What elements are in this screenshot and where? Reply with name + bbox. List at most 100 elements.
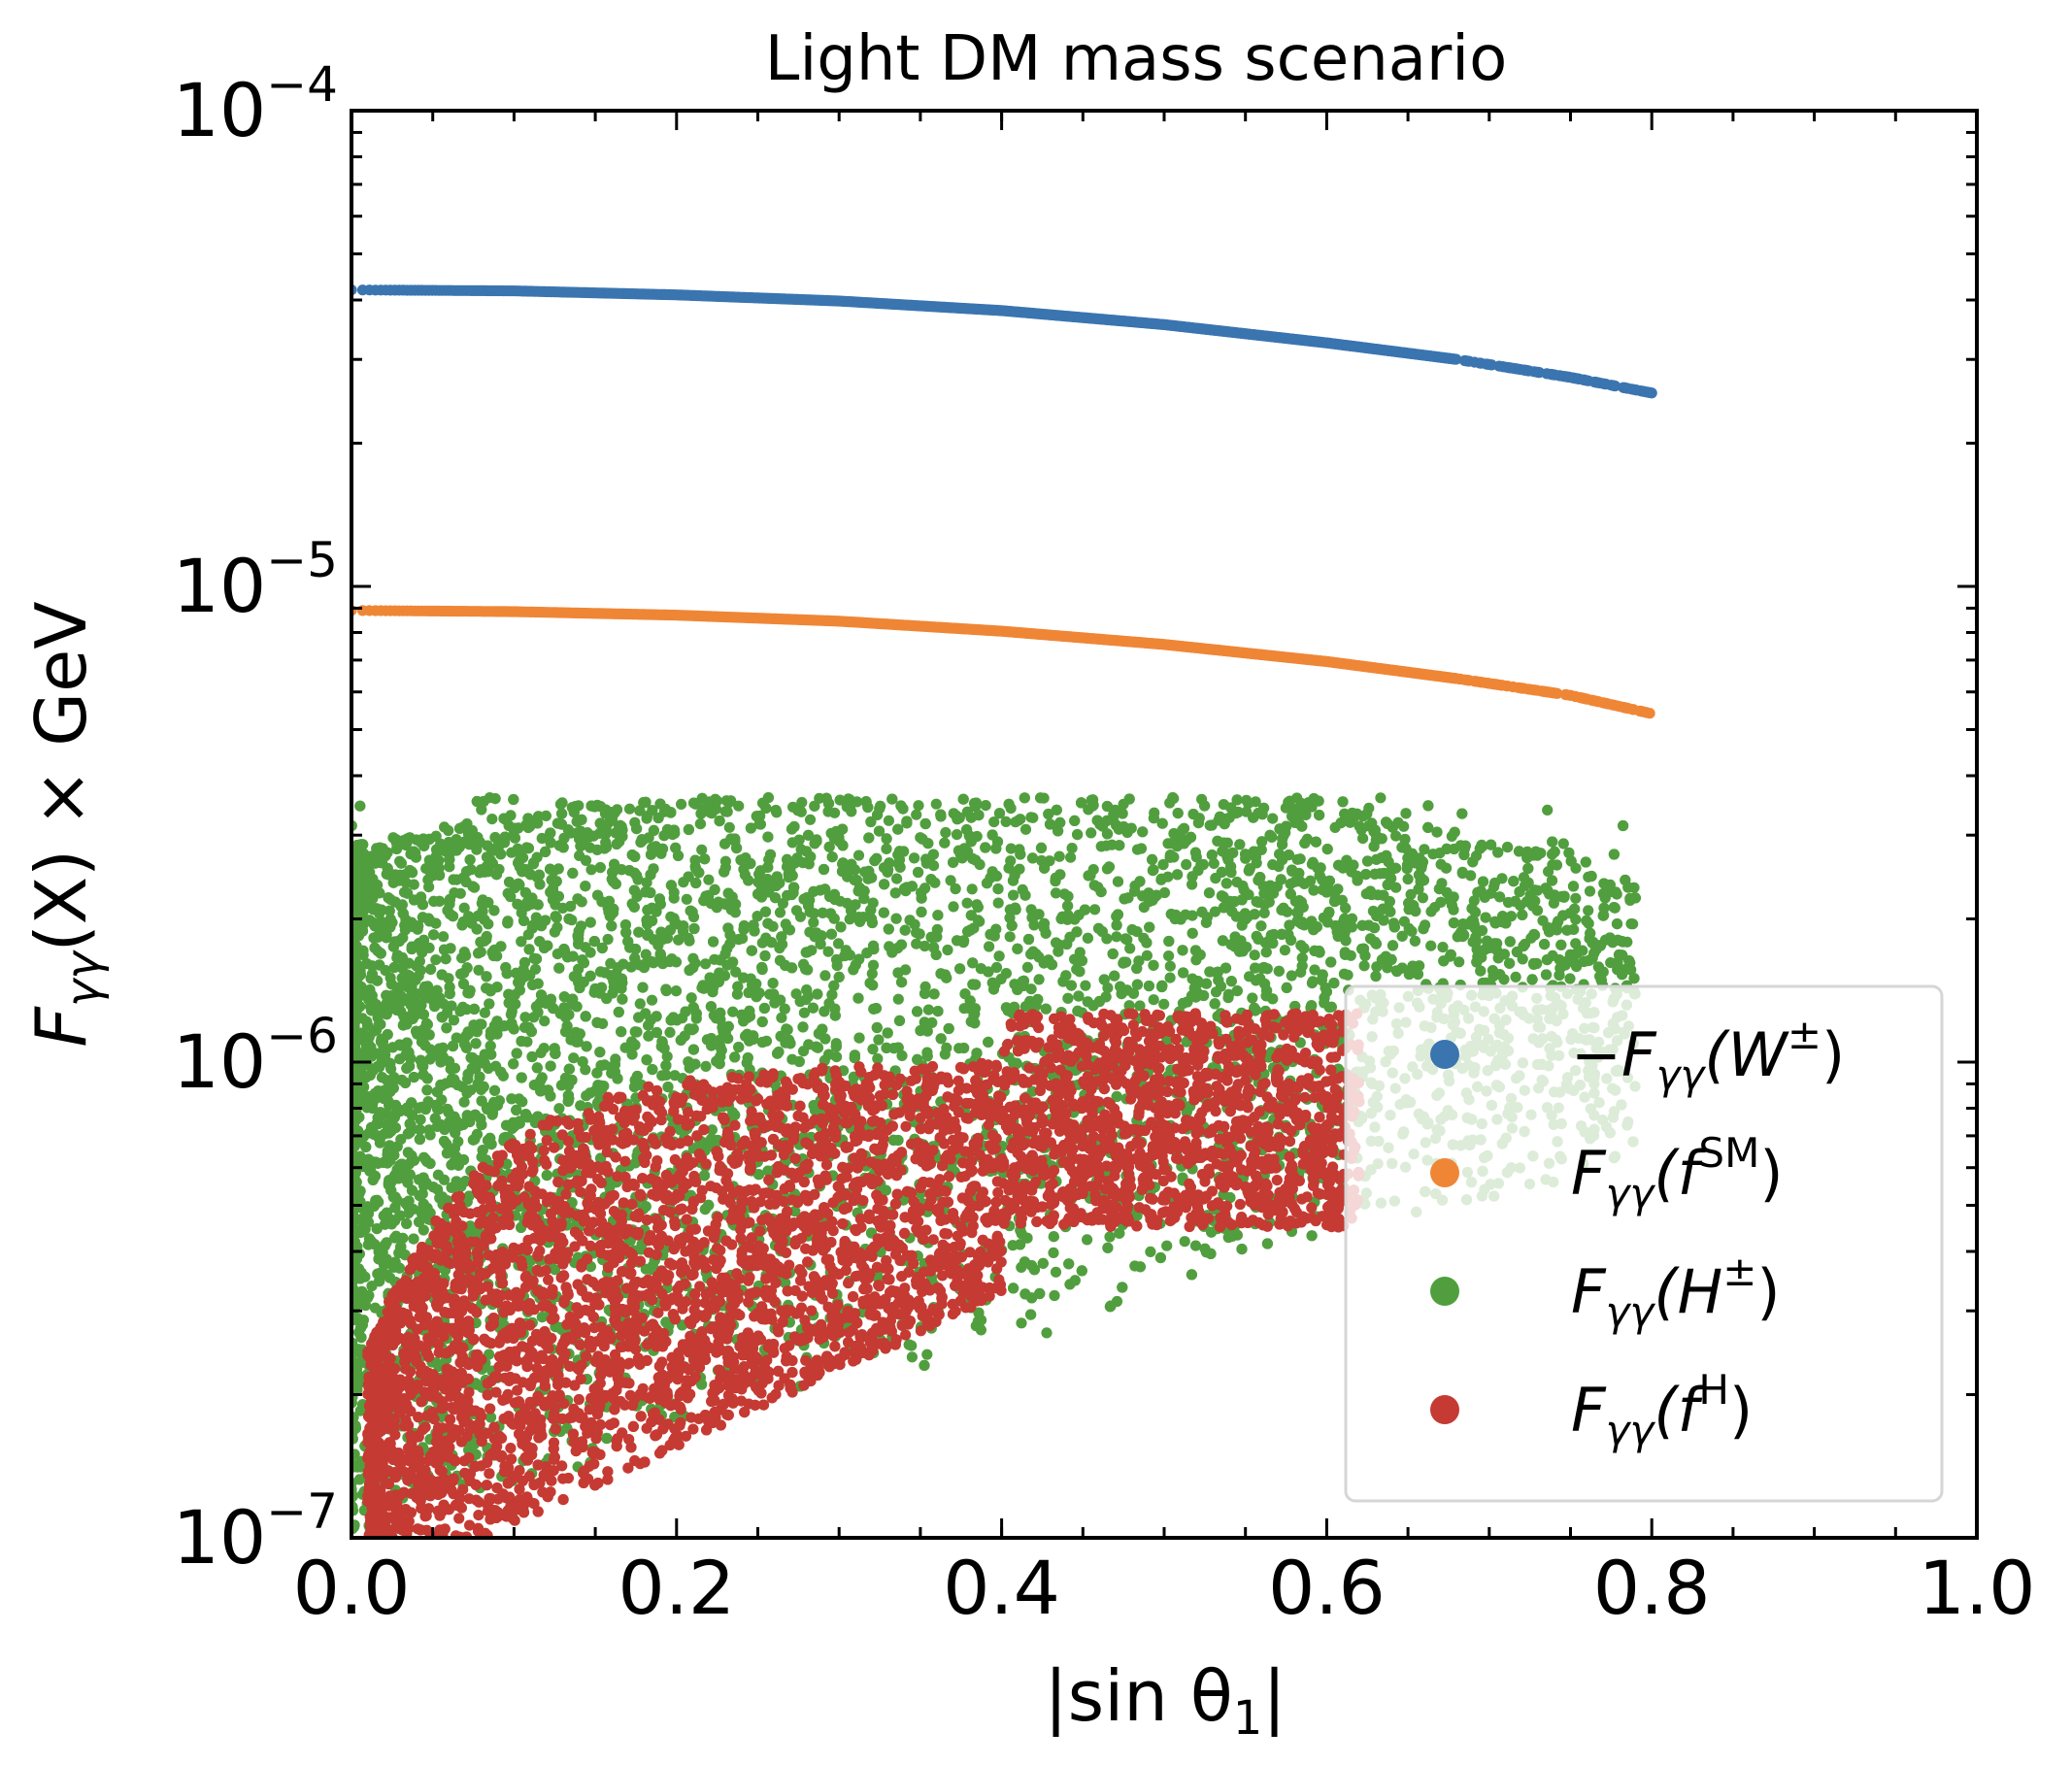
point-h-charged <box>948 901 959 913</box>
point-h-charged <box>891 873 903 884</box>
point-h-charged <box>681 893 692 905</box>
point-h-charged <box>430 954 442 966</box>
point-h-charged <box>1163 950 1175 962</box>
point-h-charged <box>1021 961 1033 974</box>
point-h-charged <box>992 897 1004 909</box>
point-h-charged <box>1355 824 1367 836</box>
point-h-charged <box>585 864 597 876</box>
point-h-charged <box>1158 998 1170 1010</box>
point-h-charged <box>1181 858 1192 871</box>
point-h-charged <box>602 933 614 946</box>
point-h-charged <box>1279 945 1290 956</box>
point-h-charged <box>631 1026 643 1038</box>
point-h-charged <box>852 849 865 861</box>
point-h-charged <box>1000 968 1012 980</box>
point-h-charged <box>1134 1000 1146 1012</box>
point-h-charged <box>787 801 799 813</box>
point-h-charged <box>922 1004 935 1016</box>
point-h-charged <box>1346 913 1358 924</box>
point-h-charged <box>975 1324 987 1336</box>
point-h-charged <box>1325 1001 1337 1013</box>
point-h-charged <box>1041 1327 1053 1339</box>
point-h-charged <box>921 1349 933 1360</box>
point-h-charged <box>503 876 516 888</box>
point-h-charged <box>1050 1266 1062 1278</box>
point-h-charged <box>549 926 561 938</box>
point-h-charged <box>1016 1317 1027 1329</box>
point-h-charged <box>727 1006 739 1017</box>
point-h-charged <box>1033 974 1045 985</box>
point-h-charged <box>664 1026 676 1038</box>
point-h-charged <box>1488 877 1501 889</box>
point-h-charged <box>1437 942 1449 953</box>
point-h-charged <box>774 907 786 918</box>
point-h-charged <box>1005 843 1017 854</box>
point-h-charged <box>867 959 880 971</box>
point-h-charged <box>706 1124 719 1136</box>
point-h-charged <box>1189 1240 1202 1251</box>
point-h-charged <box>540 810 552 822</box>
point-h-charged <box>1179 1236 1190 1248</box>
point-h-charged <box>1004 931 1016 943</box>
point-h-charged <box>1190 954 1202 966</box>
point-h-charged <box>443 824 454 837</box>
point-h-charged <box>1338 968 1350 980</box>
point-h-charged <box>834 794 846 806</box>
point-h-charged <box>536 832 548 845</box>
point-h-charged <box>1419 844 1430 855</box>
point-h-charged <box>966 883 978 895</box>
point-h-charged <box>529 963 542 975</box>
point-h-charged <box>1210 986 1222 998</box>
point-h-charged <box>1543 866 1554 878</box>
point-h-charged <box>913 800 924 812</box>
point-h-charged <box>1465 870 1477 882</box>
point-h-charged <box>1425 940 1437 951</box>
point-h-charged <box>892 993 904 1005</box>
point-h-charged <box>1080 980 1091 991</box>
point-h-charged <box>1048 1247 1059 1258</box>
point-h-charged <box>1390 882 1402 893</box>
point-h-charged <box>1584 885 1596 897</box>
point-h-charged <box>804 814 817 825</box>
point-h-charged <box>1375 792 1387 804</box>
point-h-charged <box>939 1049 951 1060</box>
point-h-charged <box>819 970 831 982</box>
point-h-charged <box>458 1096 470 1108</box>
point-h-charged <box>906 1351 919 1363</box>
point-h-charged <box>539 1016 551 1027</box>
point-h-charged <box>1255 920 1267 932</box>
point-h-charged <box>1049 1289 1060 1302</box>
point-h-charged <box>646 994 658 1006</box>
point-h-charged <box>1164 972 1176 983</box>
point-h-charged <box>585 947 596 958</box>
point-h-charged <box>1209 906 1220 917</box>
point-h-charged <box>1456 866 1468 878</box>
point-h-charged <box>1161 1240 1173 1251</box>
point-h-charged <box>424 1053 436 1065</box>
point-h-charged <box>415 1114 426 1125</box>
point-h-charged <box>958 1042 970 1054</box>
chart-title: Light DM mass scenario <box>765 23 1507 95</box>
point-h-charged <box>1164 960 1176 972</box>
point-h-charged <box>1286 970 1297 982</box>
point-h-charged <box>873 1034 885 1046</box>
point-h-charged <box>1267 813 1279 824</box>
point-h-charged <box>1405 888 1417 900</box>
point-h-charged <box>822 946 834 957</box>
point-h-charged <box>1000 816 1012 828</box>
point-h-charged <box>844 914 855 925</box>
point-h-charged <box>719 855 732 867</box>
point-h-charged <box>1307 976 1319 987</box>
point-h-charged <box>703 874 715 885</box>
point-h-charged <box>951 829 963 841</box>
point-h-charged <box>1294 853 1306 865</box>
point-h-charged <box>961 897 973 909</box>
point-h-charged <box>485 1030 496 1042</box>
point-h-charged <box>1448 904 1459 916</box>
point-h-charged <box>1186 879 1198 890</box>
point-h-charged <box>1111 931 1122 943</box>
point-h-charged <box>1082 1234 1093 1246</box>
point-h-charged <box>1065 851 1077 863</box>
point-h-charged <box>1570 892 1582 904</box>
